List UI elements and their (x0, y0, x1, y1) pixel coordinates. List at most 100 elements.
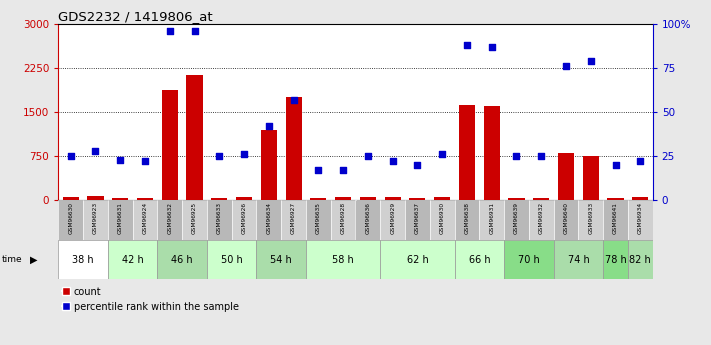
Point (288, 97, 299, 102)
Text: GSM96640: GSM96640 (564, 202, 569, 234)
Text: GSM96933: GSM96933 (588, 202, 593, 234)
Text: GSM96631: GSM96631 (118, 202, 123, 234)
Text: 42 h: 42 h (122, 255, 144, 265)
Bar (331, 200, 356, 240)
Bar (380, 200, 405, 240)
Text: 38 h: 38 h (73, 255, 94, 265)
Text: 74 h: 74 h (567, 255, 589, 265)
Text: 78 h: 78 h (604, 255, 626, 265)
Bar (504, 240, 554, 279)
Bar (508, 198, 525, 200)
Bar (607, 198, 624, 200)
Bar (583, 156, 599, 200)
Bar (454, 200, 479, 240)
Bar (207, 240, 257, 279)
Bar (161, 90, 178, 200)
Point (635, 159, 646, 164)
Bar (632, 197, 648, 200)
Point (535, 153, 547, 159)
Bar (628, 200, 653, 240)
Text: GSM96641: GSM96641 (613, 202, 618, 234)
Bar (434, 197, 450, 200)
Bar (108, 200, 132, 240)
Bar (579, 200, 603, 240)
Bar (58, 240, 108, 279)
Text: GSM96925: GSM96925 (192, 202, 197, 234)
Text: GDS2232 / 1419806_at: GDS2232 / 1419806_at (58, 10, 213, 23)
Point (585, 58, 597, 64)
Bar (335, 197, 351, 200)
Bar (112, 198, 128, 200)
Bar (554, 240, 603, 279)
Text: ▶: ▶ (30, 255, 38, 265)
Bar (257, 240, 306, 279)
Text: GSM96928: GSM96928 (341, 202, 346, 234)
Text: 46 h: 46 h (171, 255, 193, 265)
Bar (603, 240, 628, 279)
Point (189, 28, 201, 34)
Bar (628, 240, 653, 279)
Text: GSM96636: GSM96636 (365, 202, 370, 234)
Point (114, 157, 126, 162)
Bar (157, 200, 182, 240)
Point (387, 159, 398, 164)
Bar (182, 200, 207, 240)
Text: GSM96637: GSM96637 (415, 202, 420, 234)
Bar (533, 198, 550, 200)
Bar (108, 240, 157, 279)
Bar (356, 200, 380, 240)
Bar (554, 200, 578, 240)
Bar (132, 200, 157, 240)
Point (213, 153, 225, 159)
Point (238, 151, 250, 157)
Bar (58, 200, 83, 240)
Bar (186, 75, 203, 200)
Text: GSM96930: GSM96930 (439, 202, 444, 234)
Bar (454, 240, 504, 279)
Bar (306, 240, 380, 279)
Text: 70 h: 70 h (518, 255, 540, 265)
Bar (380, 240, 454, 279)
Bar (558, 153, 574, 200)
Text: GSM96635: GSM96635 (316, 202, 321, 234)
Bar (459, 105, 475, 200)
Bar (211, 198, 228, 200)
Text: GSM96931: GSM96931 (489, 202, 494, 234)
Text: GSM96639: GSM96639 (514, 202, 519, 234)
Text: GSM96633: GSM96633 (217, 202, 222, 234)
Bar (405, 200, 429, 240)
Point (412, 162, 423, 168)
Bar (310, 198, 326, 200)
Bar (137, 198, 153, 200)
Text: 82 h: 82 h (629, 255, 651, 265)
Bar (236, 197, 252, 200)
Bar (207, 200, 232, 240)
Bar (87, 196, 104, 200)
Bar (360, 197, 376, 200)
Text: GSM96924: GSM96924 (142, 202, 147, 234)
Text: 66 h: 66 h (469, 255, 490, 265)
Point (362, 153, 373, 159)
Text: GSM96638: GSM96638 (464, 202, 469, 234)
Bar (232, 200, 257, 240)
Text: GSM96934: GSM96934 (638, 202, 643, 234)
Point (90, 148, 101, 154)
Text: time: time (2, 255, 23, 264)
Bar (385, 197, 401, 200)
Text: GSM96929: GSM96929 (390, 202, 395, 234)
Text: 50 h: 50 h (221, 255, 242, 265)
Point (263, 124, 274, 129)
Text: GSM96630: GSM96630 (68, 202, 73, 234)
Point (437, 151, 448, 157)
Text: GSM96932: GSM96932 (539, 202, 544, 234)
Bar (257, 200, 281, 240)
Bar (63, 197, 79, 200)
Point (486, 44, 498, 50)
Bar (410, 198, 425, 200)
Bar (529, 200, 554, 240)
Bar (281, 200, 306, 240)
Text: GSM96632: GSM96632 (167, 202, 172, 234)
Point (65, 153, 76, 159)
Bar (429, 200, 454, 240)
Bar (83, 200, 108, 240)
